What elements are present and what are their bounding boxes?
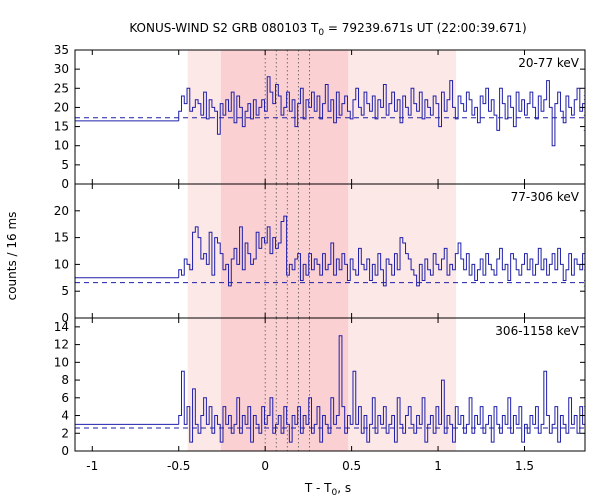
panel-frame xyxy=(74,317,586,452)
y-tick-label: 20 xyxy=(54,100,69,114)
y-tick-label: 0 xyxy=(61,444,69,458)
energy-band-label: 20-77 keV xyxy=(518,56,580,70)
y-tick-label: 15 xyxy=(54,120,69,134)
energy-band-label: 306-1158 keV xyxy=(495,324,579,338)
shaded-region xyxy=(220,50,349,184)
energy-band-label: 77-306 keV xyxy=(511,190,580,204)
y-tick-label: 10 xyxy=(54,139,69,153)
y-tick-label: 10 xyxy=(54,257,69,271)
y-tick-label: 35 xyxy=(54,43,69,57)
y-tick-label: 15 xyxy=(54,231,69,245)
y-tick-label: 14 xyxy=(54,320,69,334)
y-tick-label: 2 xyxy=(61,426,69,440)
x-axis-label: T - T0, s xyxy=(304,481,351,498)
y-tick-label: 6 xyxy=(61,391,69,405)
y-axis-label: counts / 16 ms xyxy=(5,212,19,301)
y-tick-label: 10 xyxy=(54,355,69,369)
y-tick-label: 8 xyxy=(61,373,69,387)
y-tick-label: 0 xyxy=(61,177,69,191)
y-tick-label: 4 xyxy=(61,409,69,423)
y-tick-label: 0 xyxy=(61,311,69,325)
y-tick-label: 30 xyxy=(54,62,69,76)
x-tick-label: 1 xyxy=(434,459,442,473)
x-tick-label: -0.5 xyxy=(167,459,190,473)
y-tick-label: 12 xyxy=(54,338,69,352)
x-tick-label: 0 xyxy=(261,459,269,473)
panel-1: 0 5 10 15 20 25 30 35 20-77 keV xyxy=(54,43,586,191)
count-rate-step-line xyxy=(178,335,585,443)
y-tick-label: 20 xyxy=(54,204,69,218)
count-rate-step-line xyxy=(178,215,585,287)
count-rate-step-line xyxy=(178,76,585,147)
x-tick-label: 1.5 xyxy=(515,459,534,473)
y-tick-label: 5 xyxy=(61,158,69,172)
x-tick-label: -1 xyxy=(86,459,98,473)
x-tick-label: 0.5 xyxy=(342,459,361,473)
panel-2: 0 5 10 15 20 77-306 keV xyxy=(54,183,586,325)
chart-title: KONUS-WIND S2 GRB 080103 T0 = 79239.671s… xyxy=(129,21,526,38)
y-tick-label: 5 xyxy=(61,284,69,298)
panel-3: 0 2 4 6 8 10 12 14 306-1158 keV xyxy=(54,317,586,458)
y-tick-label: 25 xyxy=(54,81,69,95)
